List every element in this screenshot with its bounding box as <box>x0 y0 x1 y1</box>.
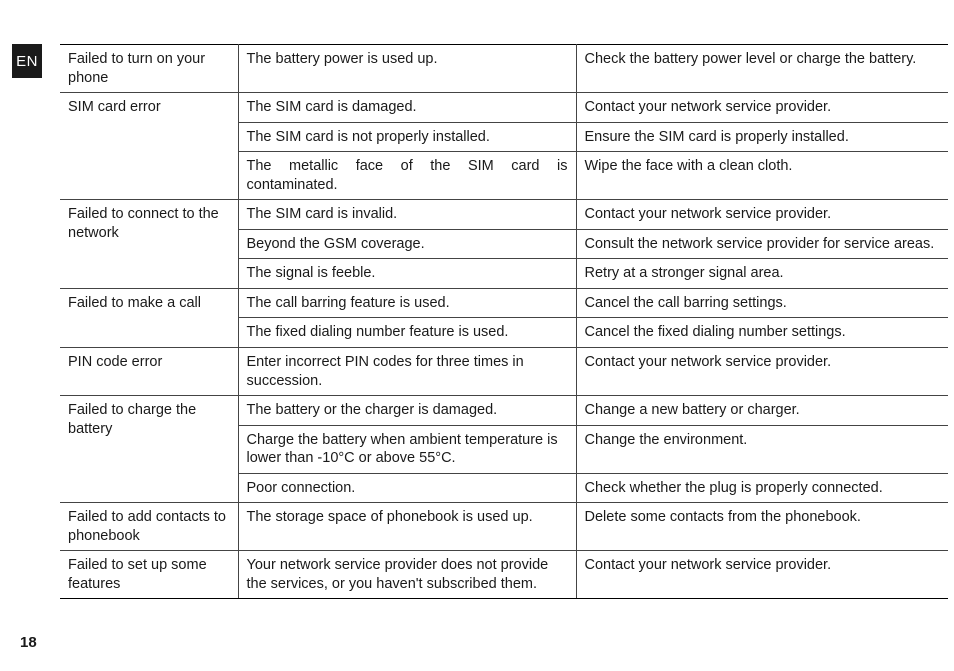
cause-cell: The SIM card is invalid. <box>238 200 576 230</box>
cause-cell: Beyond the GSM coverage. <box>238 229 576 259</box>
solution-cell: Consult the network service provider for… <box>576 229 948 259</box>
solution-cell: Cancel the call barring settings. <box>576 288 948 318</box>
problem-cell: Failed to add contacts to phonebook <box>60 503 238 551</box>
solution-cell: Wipe the face with a clean cloth. <box>576 152 948 200</box>
solution-cell: Check the battery power level or charge … <box>576 45 948 93</box>
problem-cell: Failed to charge the battery <box>60 396 238 503</box>
page-number: 18 <box>20 634 37 651</box>
solution-cell: Check whether the plug is properly conne… <box>576 473 948 503</box>
solution-cell: Contact your network service provider. <box>576 551 948 599</box>
cause-cell: The SIM card is damaged. <box>238 93 576 123</box>
cause-cell: The battery or the charger is damaged. <box>238 396 576 426</box>
solution-cell: Retry at a stronger signal area. <box>576 259 948 289</box>
language-tab: EN <box>12 44 42 78</box>
cause-cell: Your network service provider does not p… <box>238 551 576 599</box>
cause-cell: The storage space of phonebook is used u… <box>238 503 576 551</box>
solution-cell: Contact your network service provider. <box>576 93 948 123</box>
cause-cell: Enter incorrect PIN codes for three time… <box>238 348 576 396</box>
cause-cell: The fixed dialing number feature is used… <box>238 318 576 348</box>
cause-cell: The signal is feeble. <box>238 259 576 289</box>
solution-cell: Change the environment. <box>576 425 948 473</box>
solution-cell: Contact your network service provider. <box>576 348 948 396</box>
solution-cell: Change a new battery or charger. <box>576 396 948 426</box>
problem-cell: SIM card error <box>60 93 238 200</box>
solution-cell: Contact your network service provider. <box>576 200 948 230</box>
solution-cell: Cancel the fixed dialing number settings… <box>576 318 948 348</box>
problem-cell: Failed to turn on your phone <box>60 45 238 93</box>
solution-cell: Delete some contacts from the phonebook. <box>576 503 948 551</box>
problem-cell: Failed to make a call <box>60 288 238 347</box>
cause-cell: Charge the battery when ambient temperat… <box>238 425 576 473</box>
cause-cell: The call barring feature is used. <box>238 288 576 318</box>
solution-cell: Ensure the SIM card is properly installe… <box>576 122 948 152</box>
problem-cell: Failed to connect to the network <box>60 200 238 289</box>
cause-cell: Poor connection. <box>238 473 576 503</box>
problem-cell: Failed to set up some features <box>60 551 238 599</box>
problem-cell: PIN code error <box>60 348 238 396</box>
cause-cell: The battery power is used up. <box>238 45 576 93</box>
cause-cell: The SIM card is not properly installed. <box>238 122 576 152</box>
troubleshooting-table: Failed to turn on your phoneThe battery … <box>60 44 948 599</box>
cause-cell: The metallic face of the SIM card is con… <box>238 152 576 200</box>
